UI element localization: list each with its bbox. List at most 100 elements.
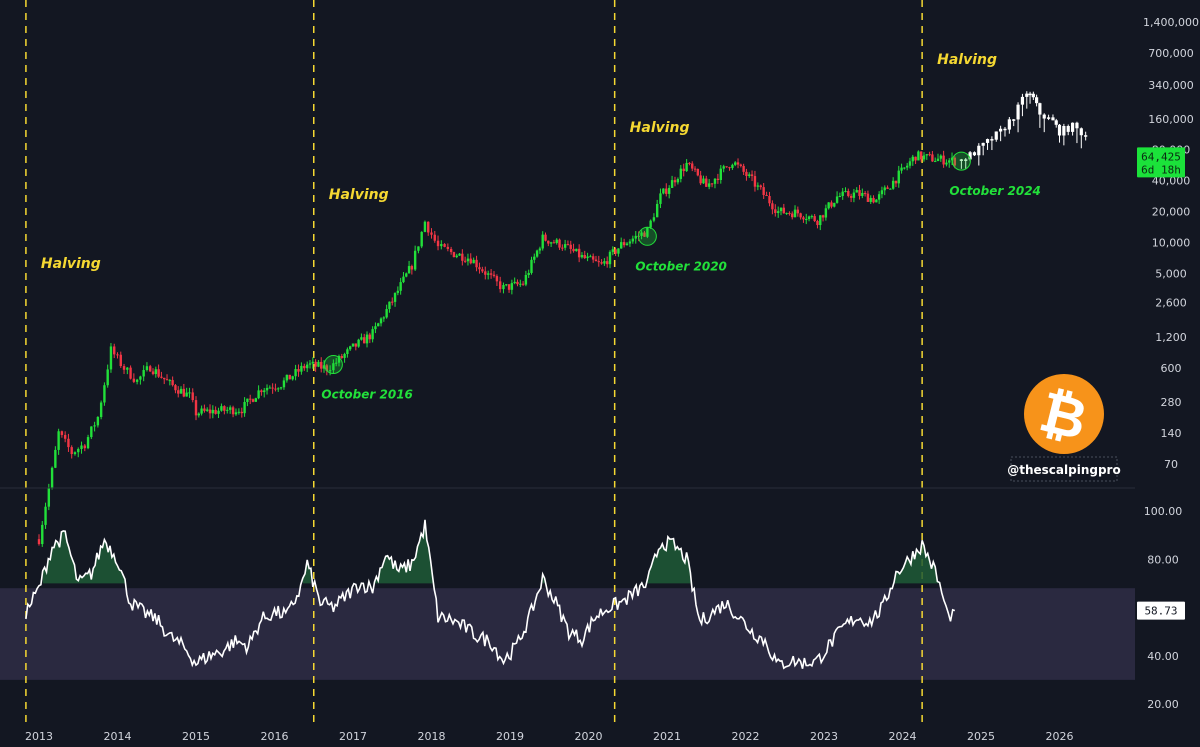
candle-body (388, 301, 391, 310)
candle-body (157, 369, 160, 377)
candle-body (363, 337, 366, 344)
candle-body (575, 248, 578, 252)
candle-body (191, 392, 194, 401)
candle-body (337, 356, 341, 363)
candle-body (505, 284, 508, 286)
projection-body (1066, 125, 1070, 132)
candle-body (625, 243, 629, 246)
candle-body (849, 195, 853, 198)
rsi-last-tag (1137, 601, 1185, 620)
candle-body (322, 365, 326, 369)
candle-body (785, 212, 788, 214)
candle-body (251, 399, 255, 402)
candle-body (950, 157, 954, 161)
candle-body (805, 219, 808, 221)
projection-body (999, 128, 1003, 132)
candle-body (802, 217, 805, 220)
bitcoin-logo-icon: ₿ (1024, 374, 1104, 454)
candle-body (533, 256, 536, 260)
candle-body (297, 369, 300, 372)
candle-body (433, 234, 436, 241)
candle-body (154, 369, 158, 375)
candle-body (777, 211, 780, 213)
candle-body (466, 258, 470, 262)
candle-body (374, 326, 377, 330)
candle-body (478, 267, 481, 270)
candle-body (566, 244, 570, 246)
projection-body (1062, 125, 1066, 136)
candle-body (555, 239, 558, 243)
candle-body (833, 202, 836, 207)
candle-body (197, 413, 201, 416)
candle-body (70, 447, 73, 455)
candle-body (894, 180, 898, 184)
price-tick-label: 5,000 (1155, 267, 1187, 280)
halving-label: Halving (41, 256, 101, 272)
candle-body (886, 187, 889, 189)
candle-body (953, 157, 957, 166)
candle-body (725, 166, 728, 168)
candle-body (936, 158, 940, 162)
candle-body (524, 274, 528, 285)
price-tick-label: 40,000 (1152, 175, 1191, 188)
candle-body (897, 170, 900, 184)
highlight-markers: October 2016 October 2020 October 2024 (321, 151, 1041, 402)
candle-body (73, 452, 77, 455)
candle-body (662, 188, 665, 194)
price-tick-label: 160,000 (1148, 113, 1194, 126)
candle-body (819, 215, 822, 226)
candle-body (93, 425, 96, 427)
projection-body (1016, 104, 1020, 120)
candle-body (682, 168, 685, 172)
candle-body (47, 487, 51, 507)
candle-body (713, 178, 717, 184)
projection-body (994, 131, 998, 140)
halving-lines: Halving Halving Halving Halving (25, 0, 997, 724)
candle-body (443, 244, 446, 247)
candle-body (705, 178, 708, 187)
candle-body (622, 242, 626, 246)
candle-body (903, 167, 906, 169)
projection-body (968, 152, 972, 160)
candle-body (821, 215, 825, 218)
candle-body (541, 234, 544, 249)
candle-body (869, 197, 872, 202)
candle-body (646, 227, 649, 237)
last-price-tag (1137, 147, 1185, 178)
candle-body (495, 276, 499, 282)
candle-body (83, 445, 86, 449)
candle-body (458, 253, 461, 256)
highlight-circle (951, 151, 971, 171)
candle-body (866, 193, 870, 202)
candle-body (254, 398, 258, 402)
candle-body (861, 193, 864, 196)
rsi-layer (25, 519, 956, 670)
candle-body (220, 406, 223, 411)
candle-body (883, 187, 886, 191)
candle-body (481, 269, 484, 272)
candle-body (475, 259, 478, 268)
candle-body (600, 262, 603, 264)
candle-body (263, 390, 266, 393)
projection-body (977, 145, 981, 156)
projection-body (1020, 96, 1025, 105)
candle-body (260, 390, 263, 393)
candle-body (614, 249, 617, 254)
candle-body (617, 248, 620, 254)
candle-body (710, 183, 714, 185)
candle-body (722, 166, 725, 169)
candle-body (750, 174, 754, 177)
candle-body (748, 174, 751, 177)
projection-body (1054, 120, 1058, 125)
candle-body (240, 411, 243, 414)
projection-body (1012, 119, 1016, 121)
last-price-value: 64,425 (1141, 150, 1181, 163)
rsi-overbought-fill (894, 540, 940, 584)
candle-body (288, 374, 291, 380)
candle-body (86, 437, 90, 449)
candle-body (99, 402, 103, 417)
candle-body (294, 369, 297, 377)
candle-body (314, 361, 317, 367)
highlight-label: October 2024 (949, 184, 1041, 198)
